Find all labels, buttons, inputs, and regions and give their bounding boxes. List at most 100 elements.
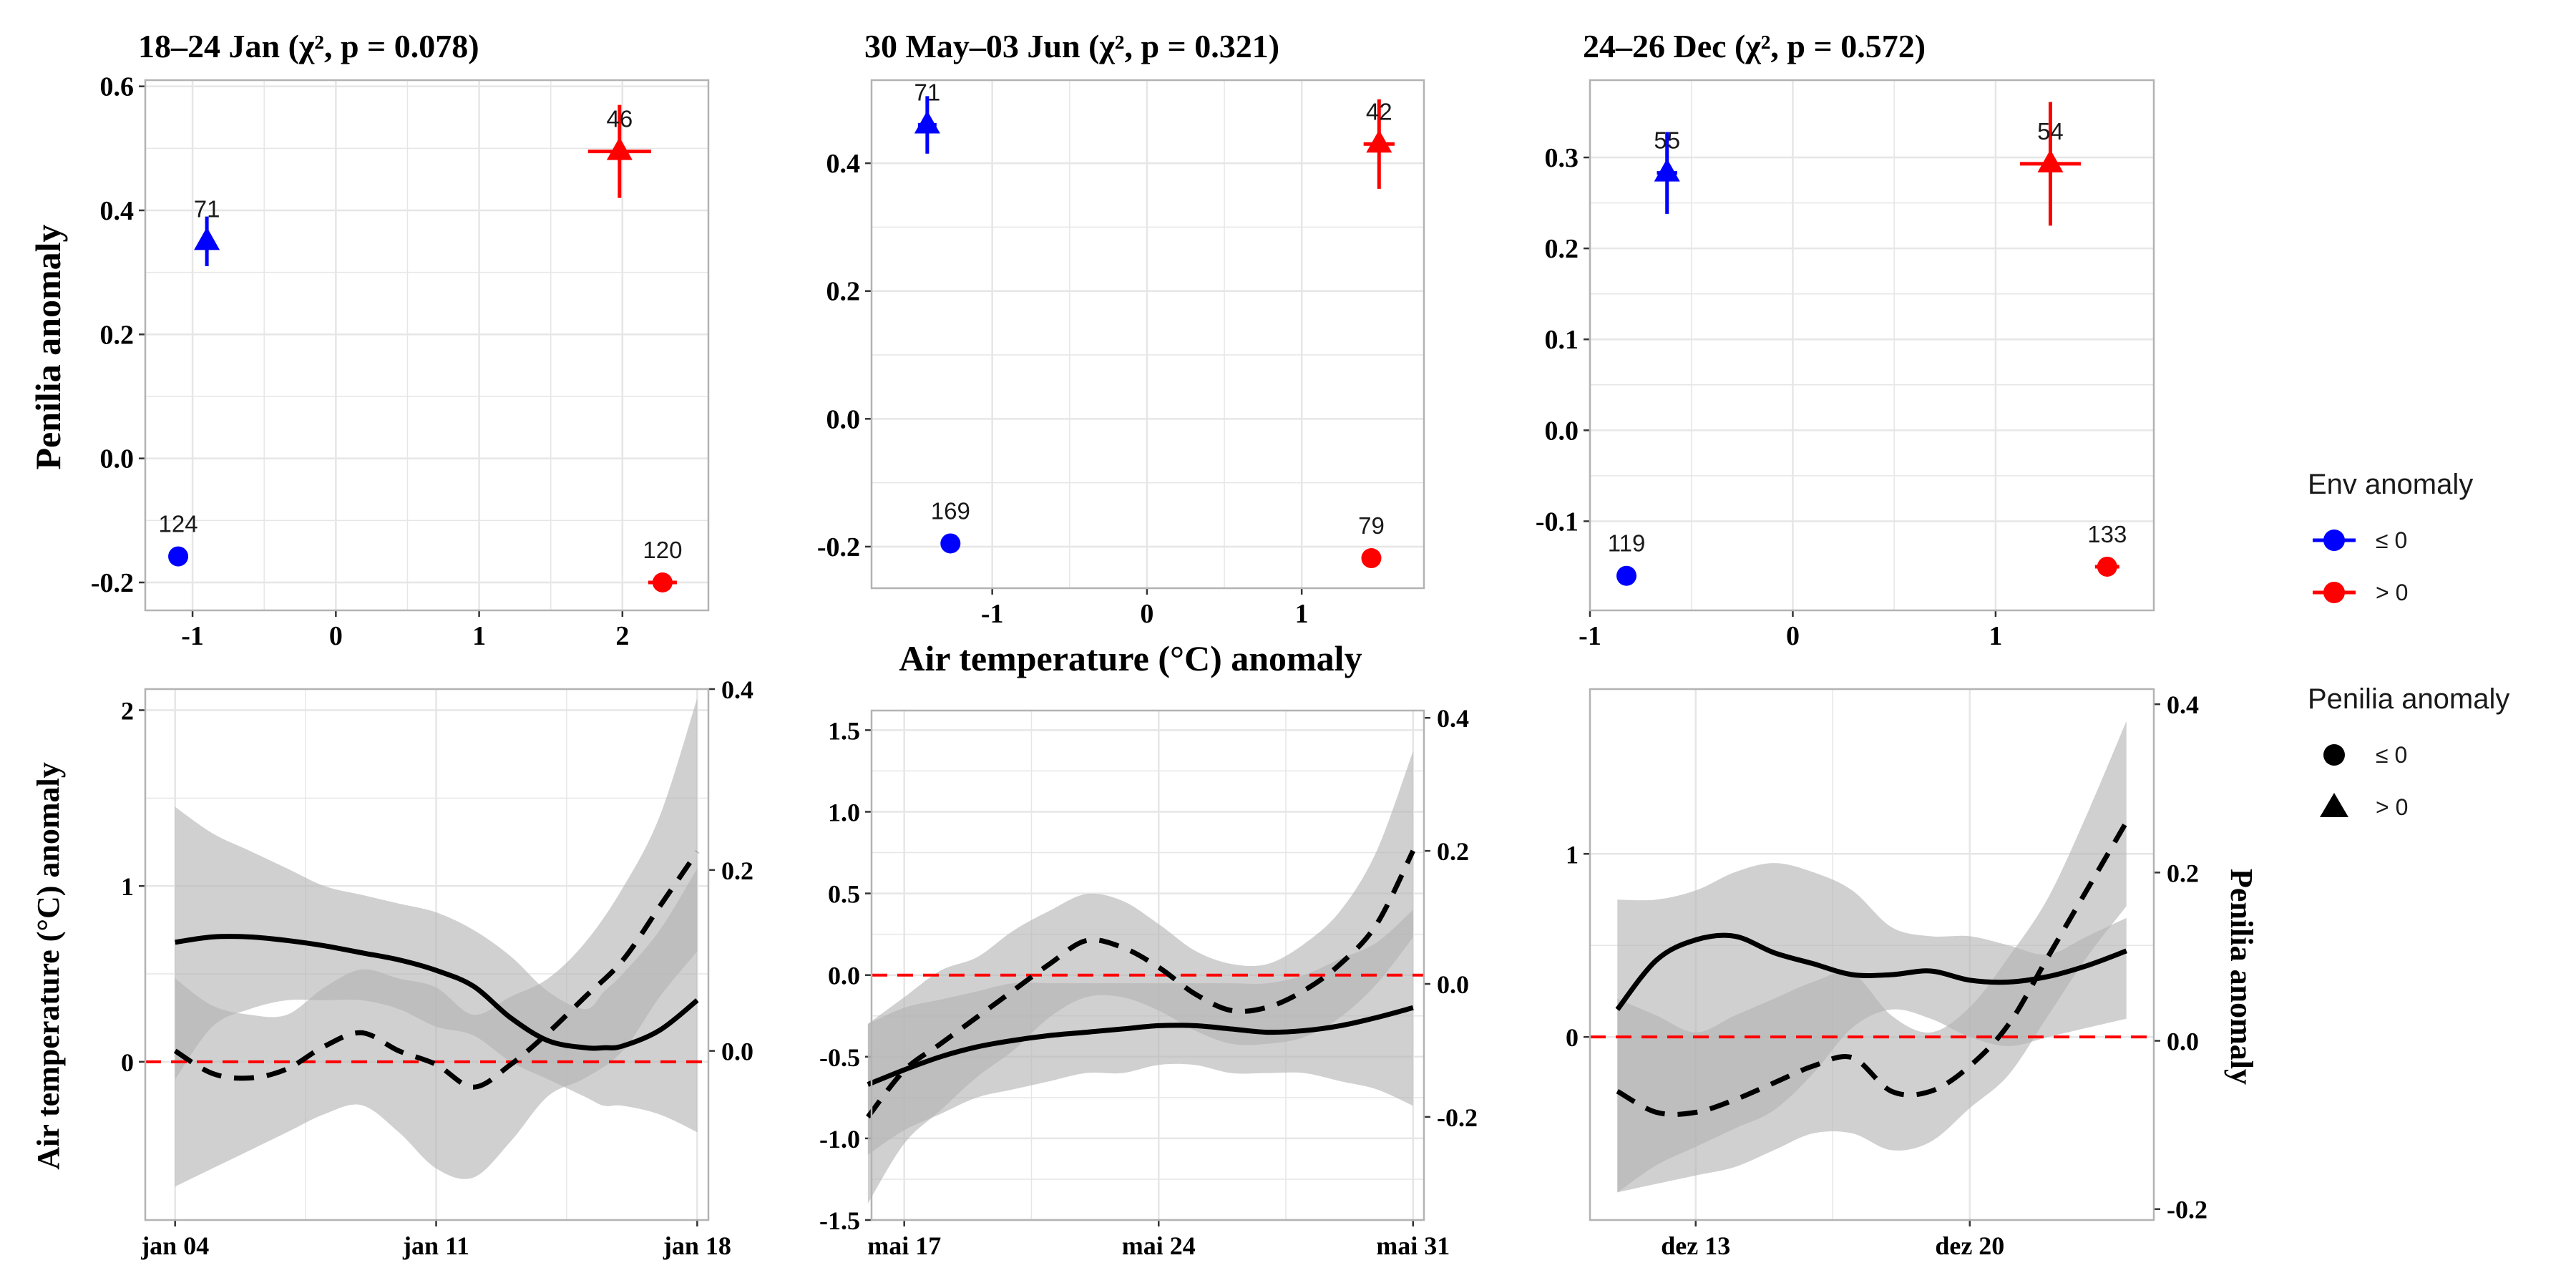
y-tick-label-left: 0 bbox=[1566, 1023, 1579, 1052]
x-tick-label: jan 11 bbox=[402, 1231, 469, 1260]
y-tick-label-right: -0.2 bbox=[2167, 1196, 2207, 1224]
y-tick-label: 0.0 bbox=[100, 444, 135, 474]
legend-penilia-circle-marker bbox=[2323, 744, 2345, 766]
timeseries-panel-1: jan 04 jan 11 jan 18 0 1 2 0.0 0.2 0.4 bbox=[121, 675, 753, 1260]
x-tick-label: jan 04 bbox=[140, 1231, 209, 1260]
legend-env-title: Env anomaly bbox=[2308, 469, 2473, 500]
scatter-panel-1: -1 0 1 2 -0.2 0.0 0.2 0.4 0.618–24 Jan (χ², p = … bbox=[91, 28, 710, 651]
panel-title: 18–24 Jan (χ², p = 0.078) bbox=[138, 28, 479, 64]
y-tick-label-left: 1.5 bbox=[828, 716, 860, 745]
legend-penilia-high-label: > 0 bbox=[2376, 794, 2408, 820]
y-tick-label-left: 2 bbox=[121, 696, 134, 725]
y-tick-label-left: 1.0 bbox=[828, 798, 860, 826]
air-temperature-confidence-ribbon bbox=[867, 909, 1413, 1155]
sample-size-label: 124 bbox=[159, 511, 198, 537]
panel-border bbox=[144, 688, 710, 1221]
top-x-axis-label: Air temperature (°C) anomaly bbox=[899, 638, 1362, 678]
data-point-triangle bbox=[1366, 130, 1392, 153]
penilia-anomaly-smooth-line bbox=[173, 850, 700, 1090]
air-temperature-smooth-line bbox=[175, 934, 699, 1051]
data-point-circle bbox=[1616, 565, 1637, 586]
top-y-axis-label: Penilia anomaly bbox=[28, 224, 68, 469]
y-tick-label: -0.2 bbox=[817, 532, 860, 562]
sample-size-label: 120 bbox=[643, 537, 682, 563]
sample-size-label: 133 bbox=[2087, 521, 2127, 547]
x-tick-label: dez 20 bbox=[1935, 1231, 2004, 1260]
x-tick-label: 1 bbox=[1989, 621, 2002, 651]
y-tick-label: 0.0 bbox=[826, 404, 861, 434]
penilia-confidence-ribbon bbox=[867, 751, 1413, 1204]
legend-env: Env anomaly ≤ 0 > 0 bbox=[2308, 469, 2473, 605]
y-tick-label-right: 0.4 bbox=[1437, 704, 1469, 733]
x-tick-label: -1 bbox=[1579, 621, 1601, 651]
y-tick-label-left: -0.5 bbox=[819, 1043, 860, 1072]
sample-size-label: 79 bbox=[1358, 512, 1385, 539]
y-tick-label: 0.1 bbox=[1545, 325, 1579, 355]
penilia-anomaly-smooth-line bbox=[866, 849, 1415, 1119]
bottom-left-y-axis-label: Air temperature (°C) anomaly bbox=[31, 762, 66, 1170]
y-tick-label-left: 1 bbox=[1566, 840, 1579, 869]
x-tick-label: 0 bbox=[329, 621, 343, 651]
y-tick-label: 0.4 bbox=[100, 196, 135, 226]
x-tick-label: -1 bbox=[181, 621, 204, 651]
legend-penilia-title: Penilia anomaly bbox=[2308, 683, 2509, 715]
timeseries-panel-2: mai 17 mai 24 mai 31 -1.5 -1.0 -0.5 0.0 0.5 1.0 1… bbox=[819, 704, 1478, 1260]
data-point-triangle bbox=[194, 227, 220, 250]
data-point-triangle bbox=[606, 137, 633, 160]
scatter-panel-3: -1 0 1 -0.1 0.0 0.1 0.2 0.3 24–26 Dec (χ², p = 0… bbox=[1536, 28, 2155, 651]
data-point-circle bbox=[652, 572, 673, 592]
y-tick-label-left: 0 bbox=[121, 1048, 134, 1077]
panel-title: 24–26 Dec (χ², p = 0.572) bbox=[1583, 28, 1926, 64]
legend-env-low-marker bbox=[2323, 530, 2345, 551]
legend-env-high-marker bbox=[2323, 582, 2345, 603]
sample-size-label: 169 bbox=[931, 497, 970, 524]
sample-size-label: 71 bbox=[194, 195, 220, 222]
data-point-triangle bbox=[914, 110, 940, 134]
x-tick-label: mai 17 bbox=[867, 1231, 941, 1260]
y-tick-label-right: 0.0 bbox=[721, 1038, 753, 1066]
sample-size-label: 119 bbox=[1608, 530, 1646, 557]
legend-env-high-label: > 0 bbox=[2376, 580, 2408, 605]
data-point-triangle bbox=[1654, 158, 1680, 182]
x-tick-label: 0 bbox=[1786, 621, 1800, 651]
timeseries-panel-3: dez 13 dez 20 0 1 -0.2 0.0 0.2 0.4 bbox=[1566, 688, 2207, 1260]
air-temperature-smooth-line bbox=[867, 1005, 1414, 1087]
y-tick-label-right: 0.0 bbox=[1437, 970, 1469, 999]
legend-env-low-label: ≤ 0 bbox=[2376, 527, 2407, 553]
y-tick-label-left: 1 bbox=[121, 872, 134, 901]
data-point-circle bbox=[2097, 556, 2117, 577]
penilia-anomaly-smooth-line bbox=[1616, 821, 2129, 1117]
sample-size-label: 42 bbox=[1366, 98, 1392, 125]
x-tick-label: 0 bbox=[1140, 599, 1153, 629]
y-tick-label-right: 0.2 bbox=[2167, 859, 2199, 887]
x-tick-label: 1 bbox=[472, 621, 486, 651]
panel-title: 30 May–03 Jun (χ², p = 0.321) bbox=[864, 28, 1279, 64]
y-tick-label: 0.0 bbox=[1545, 416, 1579, 446]
panel-border bbox=[1589, 79, 2155, 612]
data-point-circle bbox=[1361, 548, 1382, 569]
panel-border bbox=[1589, 688, 2155, 1221]
sample-size-label: 55 bbox=[1654, 127, 1680, 154]
penilia-confidence-ribbon bbox=[1617, 721, 2127, 1193]
y-tick-label-left: 0.0 bbox=[828, 962, 860, 990]
sample-size-label: 46 bbox=[606, 106, 633, 132]
air-temperature-smooth-line bbox=[1615, 932, 2127, 1011]
y-tick-label-right: 0.2 bbox=[721, 857, 753, 885]
y-tick-label-right: 0.4 bbox=[721, 675, 753, 704]
x-tick-label: mai 31 bbox=[1376, 1231, 1450, 1260]
y-tick-label-left: 0.5 bbox=[828, 880, 860, 909]
y-tick-label-right: 0.2 bbox=[1437, 837, 1469, 866]
legend-penilia-low-label: ≤ 0 bbox=[2376, 742, 2407, 768]
legend-penilia: Penilia anomaly ≤ 0 > 0 bbox=[2308, 683, 2509, 820]
data-point-circle bbox=[168, 546, 189, 567]
y-tick-label: 0.3 bbox=[1545, 143, 1579, 173]
x-tick-label: mai 24 bbox=[1122, 1231, 1196, 1260]
y-tick-label: 0.2 bbox=[1545, 234, 1579, 264]
bottom-right-y-axis-label: Penilia anomaly bbox=[2224, 869, 2259, 1085]
sample-size-label: 54 bbox=[2037, 118, 2064, 145]
y-tick-label-right: 0.4 bbox=[2167, 691, 2199, 719]
y-tick-label-left: -1.0 bbox=[819, 1125, 860, 1153]
legend-penilia-triangle-marker bbox=[2320, 793, 2348, 817]
panel-border bbox=[870, 79, 1425, 590]
x-tick-label: 2 bbox=[615, 621, 629, 651]
